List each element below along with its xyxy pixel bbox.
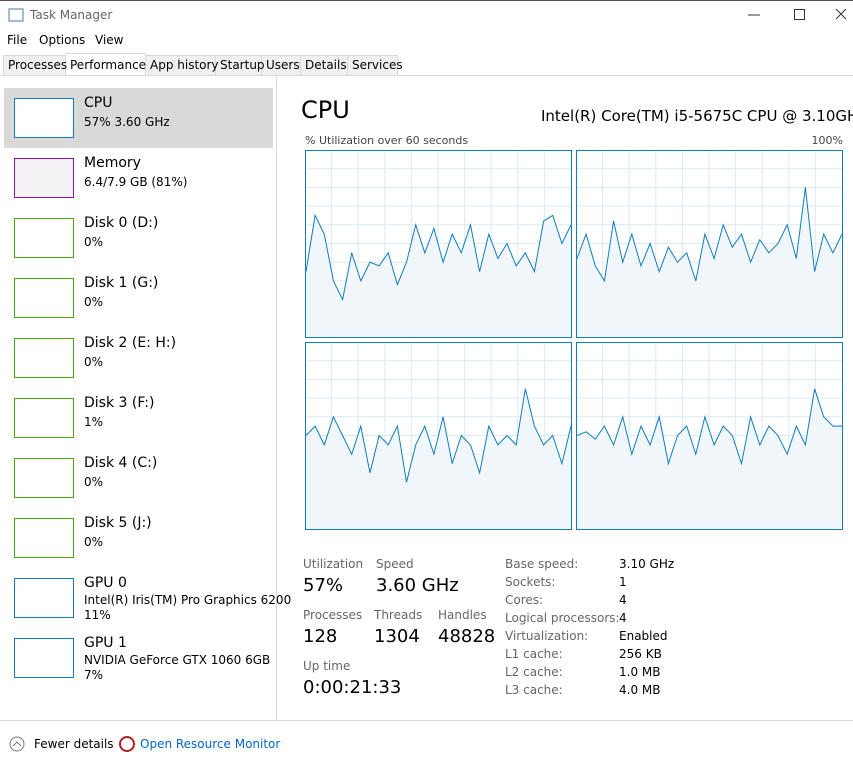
device-name[interactable]: Disk 3 (F:) [84,395,155,411]
spec-value: Enabled [619,629,668,643]
core-line [576,388,842,466]
graph-label: % Utilization over 60 seconds [305,134,469,147]
core-area [306,215,571,337]
mini-graph[interactable] [14,98,74,138]
spec-value: 4 [619,593,627,607]
stat-value: 128 [303,626,338,647]
core-graph-border [305,150,572,338]
core-area [577,187,842,337]
tab[interactable] [347,55,398,76]
spec-value: 1.0 MB [619,665,661,679]
tab-label[interactable]: Details [305,58,347,72]
open-resource-monitor[interactable]: Open Resource Monitor [140,737,281,751]
tab-label[interactable]: Services [352,58,403,72]
menu-item[interactable]: File [7,33,28,47]
maximize-button[interactable] [794,9,805,20]
cpu-model: Intel(R) Core(TM) i5-5675C CPU @ 3.10GHz [541,107,853,125]
core-area [306,388,571,529]
device-usage: 1% [84,415,104,429]
stat-value: 48828 [438,626,496,647]
device-model: NVIDIA GeForce GTX 1060 6GB [84,653,271,667]
spec-label: Virtualization: [505,629,589,643]
device-name[interactable]: CPU [84,95,113,111]
mini-graph[interactable] [14,158,74,198]
stat-label: Processes [303,608,363,622]
device-model: Intel(R) Iris(TM) Pro Graphics 6200 [84,593,292,607]
core-area [577,388,842,529]
spec-label: L1 cache: [505,647,563,661]
tab-label[interactable]: Startup [220,58,265,72]
core-line [305,388,572,483]
device-name[interactable]: Disk 5 (J:) [84,515,152,531]
stat-label: Utilization [303,557,364,571]
device-usage: 7% [84,668,104,682]
mini-graph[interactable] [14,338,74,378]
device-name[interactable]: GPU 1 [84,635,127,651]
stat-value: 57% [303,575,344,596]
stat-label: Speed [376,557,414,571]
app-icon [8,8,24,22]
spec-label: Logical processors: [505,611,620,625]
mini-graph[interactable] [14,518,74,558]
stat-value: 3.60 GHz [376,575,459,596]
spec-value: 4.0 MB [619,683,661,697]
tab-label[interactable]: Users [266,58,300,72]
device-usage: 0% [84,535,104,549]
device-name[interactable]: Memory [84,155,141,171]
spec-label: Sockets: [505,575,556,589]
core-line [305,213,572,302]
mini-graph[interactable] [14,278,74,318]
tab-label[interactable]: App history [150,58,219,72]
device-usage: 6.4/7.9 GB (81%) [84,175,188,189]
device-usage: 0% [84,295,104,309]
device-name[interactable]: GPU 0 [84,575,127,591]
tab-label[interactable]: Performance [70,58,147,72]
spec-label: L3 cache: [505,683,563,697]
device-name[interactable]: Disk 1 (G:) [84,275,159,291]
fewer-details[interactable]: Fewer details [34,737,114,751]
stat-value: 1304 [374,626,420,647]
spec-label: Cores: [505,593,544,607]
tab-label[interactable]: Processes [8,58,68,72]
device-usage: 0% [84,235,104,249]
stat-label: Threads [374,608,423,622]
spec-label: L2 cache: [505,665,563,679]
spec-value: 4 [619,611,627,625]
core-graph-border [576,150,843,338]
device-name[interactable]: Disk 2 (E: H:) [84,335,177,351]
spec-value: 3.10 GHz [619,557,675,571]
menu-item[interactable]: Options [39,33,86,47]
device-usage: 0% [84,355,104,369]
device-name[interactable]: Disk 4 (C:) [84,455,158,471]
mini-graph[interactable] [14,398,74,438]
device-usage: 0% [84,475,104,489]
spec-value: 1 [619,575,627,589]
stat-label: Up time [303,659,351,673]
close-button[interactable] [835,8,847,20]
menu-item[interactable]: View [95,33,124,47]
mini-graph[interactable] [14,638,74,678]
device-name[interactable]: Disk 0 (D:) [84,215,159,231]
resource-monitor-icon[interactable] [119,736,135,752]
core-graph-border [305,342,572,530]
fewer-details-icon[interactable] [9,736,25,752]
chevron [12,741,22,747]
mini-graph[interactable] [14,218,74,258]
spec-label: Base speed: [505,557,579,571]
core-graph-border [576,342,843,530]
graph-max: 100% [811,134,843,147]
stat-label: Handles [438,608,487,622]
window-title: Task Manager [30,8,113,22]
spec-value: 256 KB [619,647,662,661]
mini-graph[interactable] [14,458,74,498]
core-line [576,187,843,283]
device-usage: 11% [84,608,111,622]
stat-value: 0:00:21:33 [303,677,402,698]
mini-graph[interactable] [14,578,74,618]
device-usage: 57% 3.60 GHz [84,115,170,129]
section-title: CPU [301,96,350,124]
